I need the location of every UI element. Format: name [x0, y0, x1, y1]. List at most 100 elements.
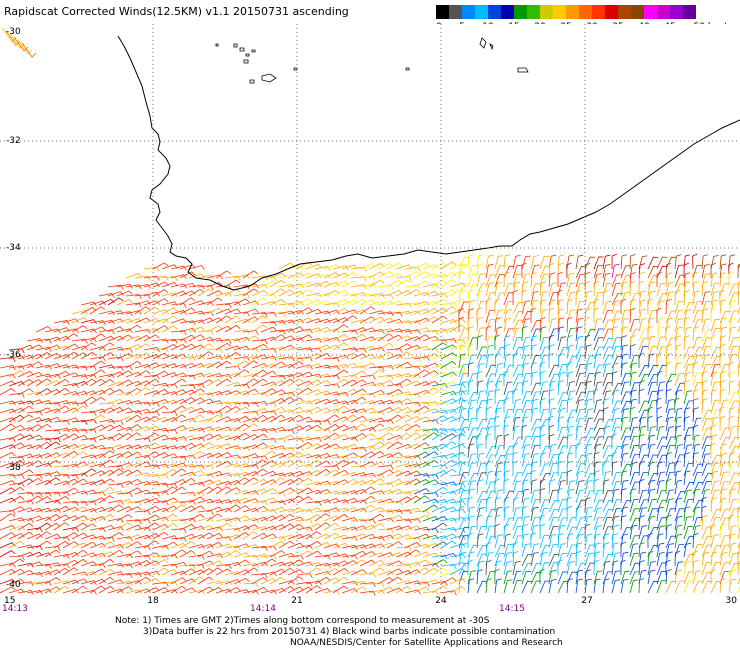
legend-swatch-2 [462, 5, 475, 19]
wind-barb [71, 338, 88, 344]
wind-barb [107, 291, 124, 297]
wind-barb [575, 335, 584, 351]
wind-barb [548, 544, 559, 558]
wind-barb [107, 504, 124, 513]
wind-barb [377, 432, 394, 441]
wind-barb [467, 453, 477, 468]
wind-barb [179, 320, 196, 326]
wind-barb [179, 523, 196, 531]
wind-barb [557, 317, 565, 333]
wind-barb [116, 553, 133, 559]
wind-barb [98, 486, 115, 495]
wind-barb [224, 549, 241, 558]
wind-barb [125, 580, 142, 585]
wind-barb [521, 400, 532, 414]
wind-barb [404, 380, 421, 387]
wind-barb [44, 533, 61, 540]
wind-barb [386, 279, 403, 288]
wind-barb [71, 451, 88, 459]
wind-barb [449, 528, 466, 534]
wind-barb [62, 541, 79, 549]
wind-barb [665, 524, 673, 540]
wind-barb [341, 414, 358, 423]
wind-barb [359, 524, 376, 531]
wind-barb [44, 577, 61, 585]
wind-barb [350, 488, 367, 495]
wind-barb [629, 543, 639, 558]
wind-barb [242, 423, 259, 432]
wind-barb [143, 577, 160, 585]
wind-barb [692, 434, 700, 450]
wind-barb [503, 381, 513, 396]
wind-barb [440, 468, 457, 477]
wind-barb [566, 434, 573, 450]
wind-barb [224, 352, 241, 360]
wind-barb [620, 281, 628, 297]
wind-barb [548, 352, 554, 369]
wind-barb [683, 525, 694, 540]
wind-barb [476, 290, 484, 306]
wind-barb [341, 379, 358, 387]
wind-barb [107, 544, 124, 549]
wind-barb [359, 299, 376, 306]
wind-barb [287, 283, 304, 289]
wind-barb [404, 302, 421, 308]
wind-barb [584, 443, 592, 459]
wind-barb [656, 426, 665, 441]
wind-barb [431, 505, 448, 513]
wind-barb [611, 282, 621, 297]
wind-barb [215, 401, 232, 407]
wind-barb [449, 324, 466, 333]
wind-barb [332, 392, 349, 397]
wind-barb [233, 577, 250, 585]
wind-barb [512, 273, 522, 288]
wind-barb [305, 292, 322, 298]
wind-barb [233, 274, 250, 280]
wind-barb [269, 311, 286, 318]
wind-barb [458, 316, 464, 333]
wind-barb [377, 364, 394, 370]
wind-barb [251, 478, 268, 486]
wind-barb [701, 544, 713, 558]
wind-barb [53, 473, 70, 479]
wind-barb [143, 425, 160, 432]
wind-barb [386, 434, 403, 441]
wind-barb [449, 354, 466, 360]
wind-barb [251, 433, 268, 441]
wind-barb [233, 463, 250, 468]
wind-barb [152, 405, 169, 414]
wind-barb [512, 327, 522, 342]
wind-barb [224, 435, 241, 441]
wind-barb [44, 363, 61, 369]
wind-barb [431, 585, 448, 594]
wind-barb [656, 256, 668, 270]
wind-barb [215, 342, 232, 351]
wind-barb [242, 388, 259, 396]
wind-barb [503, 335, 511, 351]
wind-barb [224, 473, 241, 478]
wind-barb [539, 317, 546, 333]
wind-barb [233, 423, 250, 432]
wind-barb [215, 460, 232, 468]
wind-barb [656, 364, 668, 378]
wind-barb [638, 479, 645, 495]
wind-barb [89, 408, 106, 414]
wind-barb [296, 533, 313, 540]
wind-barb [26, 590, 43, 595]
wind-barb [44, 549, 61, 558]
wind-barb [125, 353, 142, 360]
wind-barb [665, 272, 673, 288]
wind-barb [251, 408, 268, 414]
wind-barb [611, 579, 621, 594]
wind-barb [548, 508, 560, 522]
wind-barb [413, 479, 430, 486]
wind-barb [548, 334, 555, 351]
wind-barb [152, 298, 169, 306]
wind-barb [530, 407, 538, 423]
wind-barb [530, 283, 541, 297]
wind-barb [557, 517, 568, 531]
wind-barb [161, 307, 178, 315]
wind-barb [305, 459, 322, 468]
wind-barb [152, 318, 169, 324]
wind-barb [188, 469, 205, 477]
